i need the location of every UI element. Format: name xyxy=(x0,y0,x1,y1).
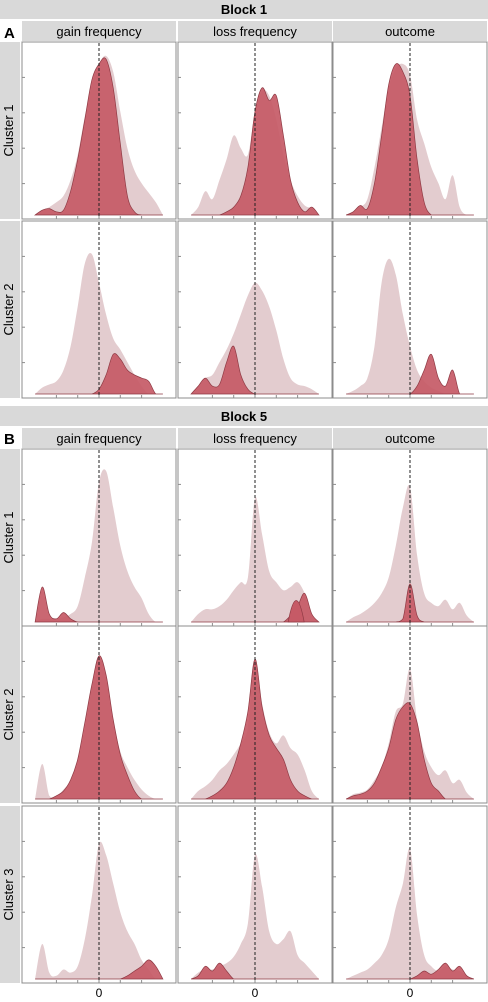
block-1-cluster-2-gain-frequency-panel xyxy=(21,220,177,399)
facet-panels: gain frequency loss frequency outcome Clust… xyxy=(0,21,488,1000)
block-1-cluster-2-outcome-panel xyxy=(332,220,488,399)
block-1-row-strip-cluster-1 xyxy=(0,42,20,219)
block-5-cluster-1-loss-frequency-panel xyxy=(177,448,333,627)
block-5-x-tick-label-outcome: 0 xyxy=(407,986,414,1000)
block-5-title: Block 5 xyxy=(221,409,267,424)
block-5-strip xyxy=(0,406,488,426)
block-1-column-header-gain-frequency: gain frequency xyxy=(56,24,142,39)
block-1-row-label-cluster-1: Cluster 1 xyxy=(1,104,16,156)
block-1-header-strip-gain-frequency xyxy=(22,21,176,41)
block-5-cluster-2-outcome-panel xyxy=(332,625,488,804)
block-1-cluster-2-outcome-background-density xyxy=(346,258,474,394)
block-1-panels: gain frequency loss frequency outcome Clust… xyxy=(0,21,488,399)
block-5-header-strip-gain-frequency xyxy=(22,428,176,448)
block-5-x-tick-label-loss-frequency: 0 xyxy=(252,986,259,1000)
block-5-column-header-outcome: outcome xyxy=(385,431,435,446)
block-5-header-strip-loss-frequency xyxy=(178,428,332,448)
block-1-column-header-loss-frequency: loss frequency xyxy=(213,24,297,39)
block-1-header-strip-loss-frequency xyxy=(178,21,332,41)
block-5-row-strip-cluster-1 xyxy=(0,449,20,626)
block-5-x-tick-label-gain-frequency: 0 xyxy=(96,986,103,1000)
block-5-row-label-cluster-3: Cluster 3 xyxy=(1,868,16,920)
block-5-panels: gain frequency loss frequency outcome Clust… xyxy=(0,428,488,1000)
block-5-cluster-1-outcome-background-density xyxy=(346,484,474,622)
block-1-header-strip-outcome xyxy=(333,21,487,41)
block-5-row-strip-cluster-2 xyxy=(0,626,20,803)
block-5-cluster-1-outcome-panel xyxy=(332,448,488,627)
block-5-cluster-3-loss-frequency-background-density xyxy=(191,854,319,979)
block-5-header-strip-outcome xyxy=(333,428,487,448)
block-1-cluster-2-loss-frequency-panel xyxy=(177,220,333,399)
block-1-title: Block 1 xyxy=(221,2,267,17)
block-5-cluster-2-gain-frequency-panel xyxy=(21,625,177,804)
panel-letter-b: B xyxy=(4,431,15,448)
block-1-cluster-1-outcome-panel xyxy=(332,41,488,220)
block-5-cluster-3-gain-frequency-panel xyxy=(21,805,177,984)
block-5-column-header-loss-frequency: loss frequency xyxy=(213,431,297,446)
block-5-cluster-1-loss-frequency-background-density xyxy=(191,496,319,622)
block-1-row-label-cluster-2: Cluster 2 xyxy=(1,283,16,335)
block-1-column-header-outcome: outcome xyxy=(385,24,435,39)
block-5-row-label-cluster-2: Cluster 2 xyxy=(1,688,16,740)
block-5-cluster-3-gain-frequency-background-density xyxy=(35,841,163,979)
block-5-cluster-3-outcome-panel xyxy=(332,805,488,984)
block-5-cluster-3-loss-frequency-panel xyxy=(177,805,333,984)
block-5-cluster-1-gain-frequency-panel xyxy=(21,448,177,627)
block-1-strip xyxy=(0,0,488,19)
block-5-column-header-gain-frequency: gain frequency xyxy=(56,431,142,446)
block-1-cluster-1-gain-frequency-panel xyxy=(21,41,177,220)
block-5-cluster-2-loss-frequency-panel xyxy=(177,625,333,804)
block-1-row-strip-cluster-2 xyxy=(0,221,20,398)
block-5-row-label-cluster-1: Cluster 1 xyxy=(1,511,16,563)
block-5-row-strip-cluster-3 xyxy=(0,806,20,983)
block-1-cluster-1-loss-frequency-cluster-density xyxy=(191,87,320,216)
block-5-cluster-1-loss-frequency-cluster-peak-0 xyxy=(287,600,305,623)
block-1-cluster-1-loss-frequency-panel xyxy=(177,41,333,220)
panel-letter-a: A xyxy=(4,25,15,42)
